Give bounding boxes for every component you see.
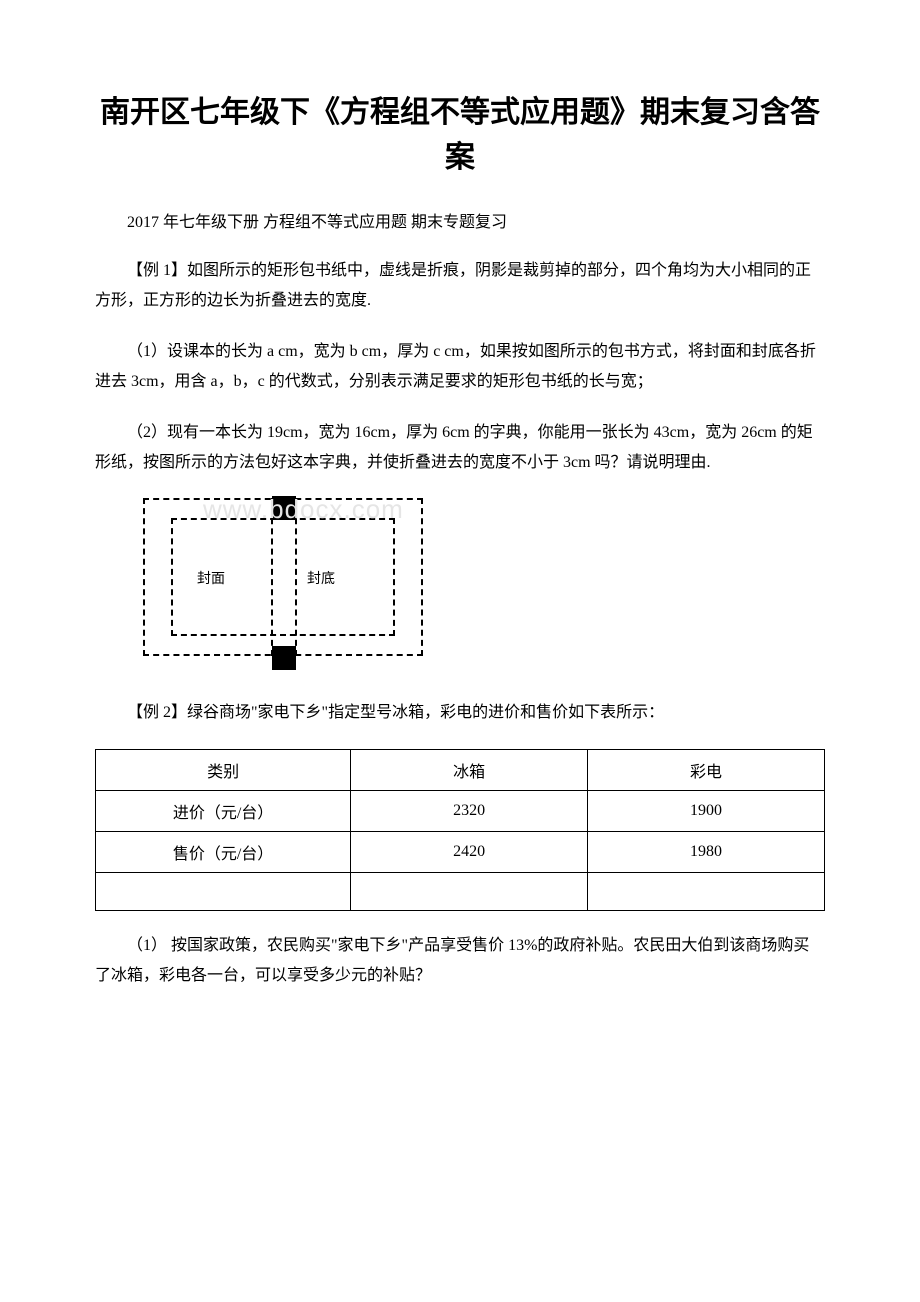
table-cell: 彩电 [588,749,825,790]
table-cell: 2320 [351,790,588,831]
table-row: 售价（元/台） 2420 1980 [96,831,825,872]
table-row: 进价（元/台） 2320 1900 [96,790,825,831]
example2-part1: （1） 按国家政策，农民购买"家电下乡"产品享受售价 13%的政府补贴。农民田大… [95,931,825,992]
book-wrap-diagram: www.bdocx.com 封面 封底 [143,498,433,668]
table-cell [96,872,351,910]
back-cover-label: 封底 [307,568,335,588]
table-cell: 类别 [96,749,351,790]
subtitle: 2017 年七年级下册 方程组不等式应用题 期末专题复习 [95,208,825,232]
example2-heading: 【例 2】绿谷商场"家电下乡"指定型号冰箱，彩电的进价和售价如下表所示： [95,698,825,728]
table-row: 类别 冰箱 彩电 [96,749,825,790]
table-cell: 进价（元/台） [96,790,351,831]
front-cover-label: 封面 [197,568,225,588]
page-title: 南开区七年级下《方程组不等式应用题》期末复习含答案 [95,90,825,180]
table-cell: 冰箱 [351,749,588,790]
example1-part2: （2）现有一本长为 19cm，宽为 16cm，厚为 6cm 的字典，你能用一张长… [95,418,825,479]
watermark-text: www.bdocx.com [203,494,404,525]
table-cell [351,872,588,910]
table-cell: 2420 [351,831,588,872]
example1-part1: （1）设课本的长为 a cm，宽为 b cm，厚为 c cm，如果按如图所示的包… [95,337,825,398]
example1-heading: 【例 1】如图所示的矩形包书纸中，虚线是折痕，阴影是裁剪掉的部分，四个角均为大小… [95,256,825,317]
spine-bottom-block [272,646,296,670]
table-cell: 1980 [588,831,825,872]
price-table: 类别 冰箱 彩电 进价（元/台） 2320 1900 售价（元/台） 2420 … [95,749,825,911]
table-row [96,872,825,910]
table-cell [588,872,825,910]
table-cell: 1900 [588,790,825,831]
table-cell: 售价（元/台） [96,831,351,872]
